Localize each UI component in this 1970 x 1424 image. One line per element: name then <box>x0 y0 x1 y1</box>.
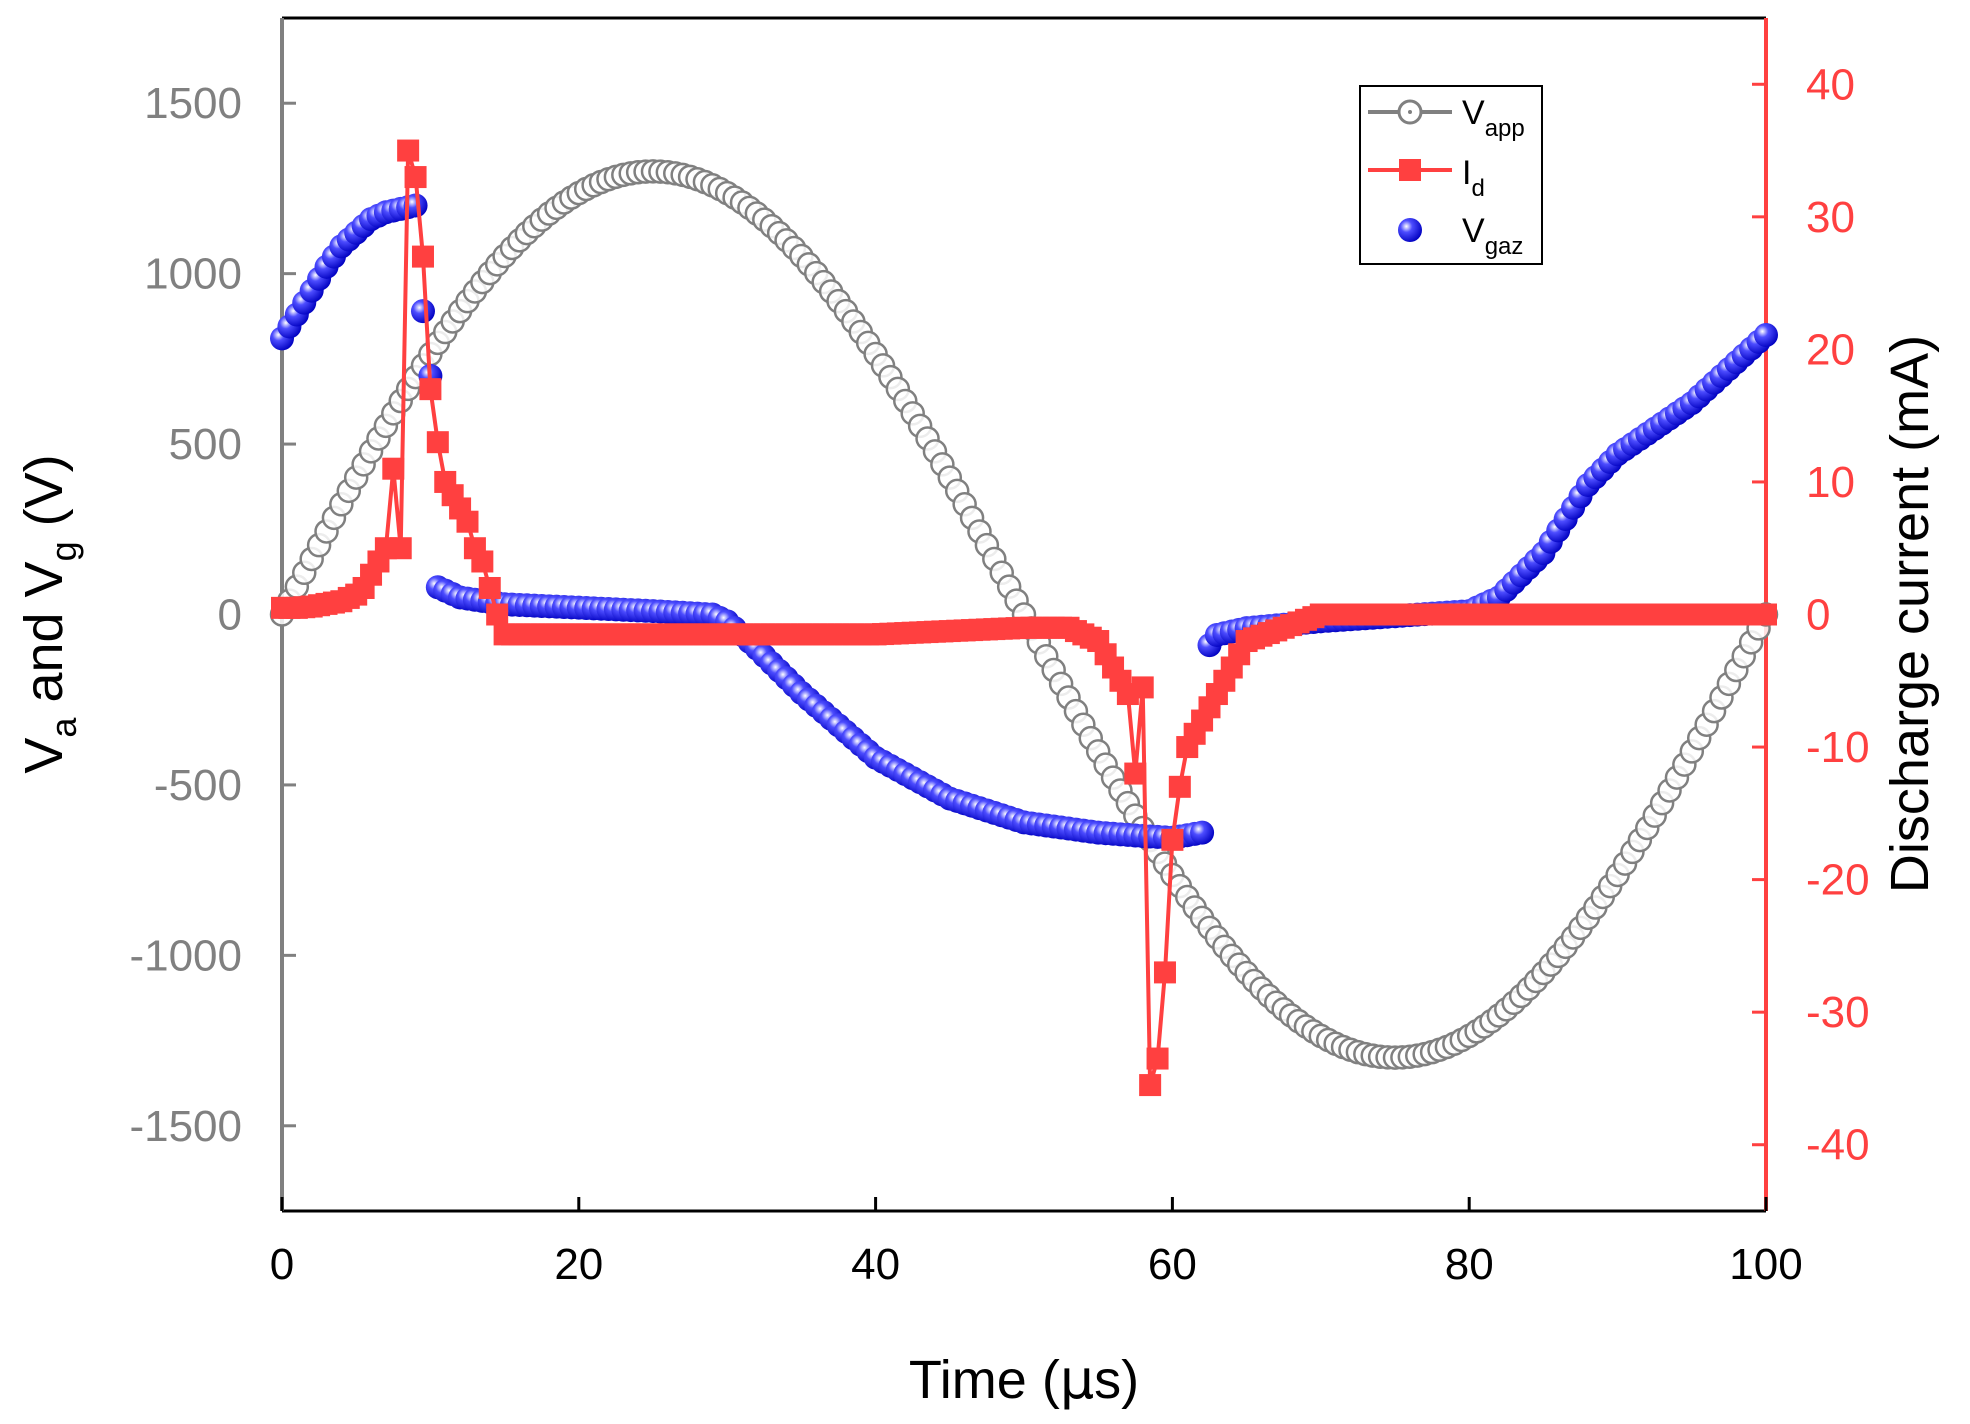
series-id <box>271 139 1777 1097</box>
x-axis-title-main: Time ( <box>909 1350 1060 1410</box>
id-point <box>471 550 494 573</box>
id-point <box>478 576 501 599</box>
y-left-tick-label: -1500 <box>129 1102 242 1151</box>
id-point <box>419 378 442 401</box>
y-left-tick-label: 500 <box>169 420 242 469</box>
legend-label-vapp: Vapp <box>1462 94 1525 142</box>
id-point <box>426 431 449 454</box>
legend-label-vapp-sub: app <box>1485 115 1525 142</box>
y-left-tick-label: 1500 <box>144 79 242 128</box>
y-left-tick-label: 1000 <box>144 250 242 299</box>
id-point <box>1139 1074 1162 1097</box>
x-axis-title-mu: µ <box>1060 1348 1094 1411</box>
vgaz-point <box>410 299 435 324</box>
y-right-axis-title: Discharge current (mA) <box>1880 335 1940 893</box>
y-right-tick-label: -30 <box>1806 988 1870 1037</box>
y-left-axis-title: Va and Vg (V) <box>14 454 84 773</box>
id-point <box>397 139 420 162</box>
legend-label-vgaz-sub: gaz <box>1485 233 1524 260</box>
legend-label-id-sub: d <box>1471 175 1484 202</box>
y-left-tick-label: -1000 <box>129 931 242 980</box>
id-point <box>389 537 412 560</box>
y-left-title-mid: and V <box>14 561 74 717</box>
series-vapp <box>269 159 1779 1070</box>
y-right-tick-label: 30 <box>1806 193 1855 242</box>
id-point <box>404 166 427 189</box>
y-left-tick-label: -500 <box>154 761 242 810</box>
id-point <box>411 245 434 268</box>
id-point <box>1131 676 1154 699</box>
legend-marker-vapp-dot <box>1408 110 1412 114</box>
legend-label-vgaz-base: V <box>1462 212 1485 250</box>
legend-label-vgaz: Vgaz <box>1462 212 1523 260</box>
y-left-tick-label: 0 <box>218 591 242 640</box>
y-right-tick-label: 40 <box>1806 60 1855 109</box>
id-point <box>456 510 479 533</box>
id-point <box>1755 603 1777 626</box>
y-right-tick-label: -20 <box>1806 856 1870 905</box>
id-point <box>486 603 509 626</box>
id-point <box>1161 828 1184 851</box>
legend-marker-id <box>1399 159 1421 181</box>
x-tick-label: 0 <box>270 1240 294 1289</box>
id-point <box>382 457 405 480</box>
x-tick-label: 80 <box>1445 1240 1494 1289</box>
legend-label-id: Id <box>1462 154 1485 202</box>
x-axis-title: Time (µs) <box>909 1348 1139 1411</box>
x-tick-label: 20 <box>554 1240 603 1289</box>
x-tick-label: 40 <box>851 1240 900 1289</box>
id-point <box>1168 775 1191 798</box>
id-point <box>1124 762 1147 785</box>
legend: Vapp Id Vgaz <box>1359 85 1543 265</box>
legend-marker-vgaz <box>1398 218 1422 242</box>
y-right-tick-label: 20 <box>1806 325 1855 374</box>
x-tick-label: 60 <box>1148 1240 1197 1289</box>
id-point <box>1153 961 1176 984</box>
y-right-tick-label: -10 <box>1806 723 1870 772</box>
id-point <box>1146 1047 1169 1070</box>
legend-label-id-base: I <box>1462 154 1471 192</box>
y-right-tick-label: -40 <box>1806 1121 1870 1170</box>
vgaz-point <box>1190 820 1215 845</box>
y-left-title-end: (V) <box>14 454 74 541</box>
y-left-title-sub2: g <box>43 541 84 561</box>
y-left-title-v1: V <box>14 738 74 774</box>
x-axis-title-rest: s) <box>1094 1350 1139 1410</box>
vgaz-point <box>1754 322 1778 347</box>
axis-ticks: 0 20 40 60 80 100150010005000-500-1000-150040… <box>129 60 1869 1289</box>
y-right-tick-label: 0 <box>1806 591 1830 640</box>
vgaz-point <box>403 193 428 218</box>
series-vgaz <box>270 193 1778 850</box>
legend-label-vapp-base: V <box>1462 94 1485 132</box>
x-tick-label: 100 <box>1729 1240 1802 1289</box>
legend-box <box>1359 85 1543 265</box>
y-right-tick-label: 10 <box>1806 458 1855 507</box>
y-left-title-sub1: a <box>43 717 84 738</box>
